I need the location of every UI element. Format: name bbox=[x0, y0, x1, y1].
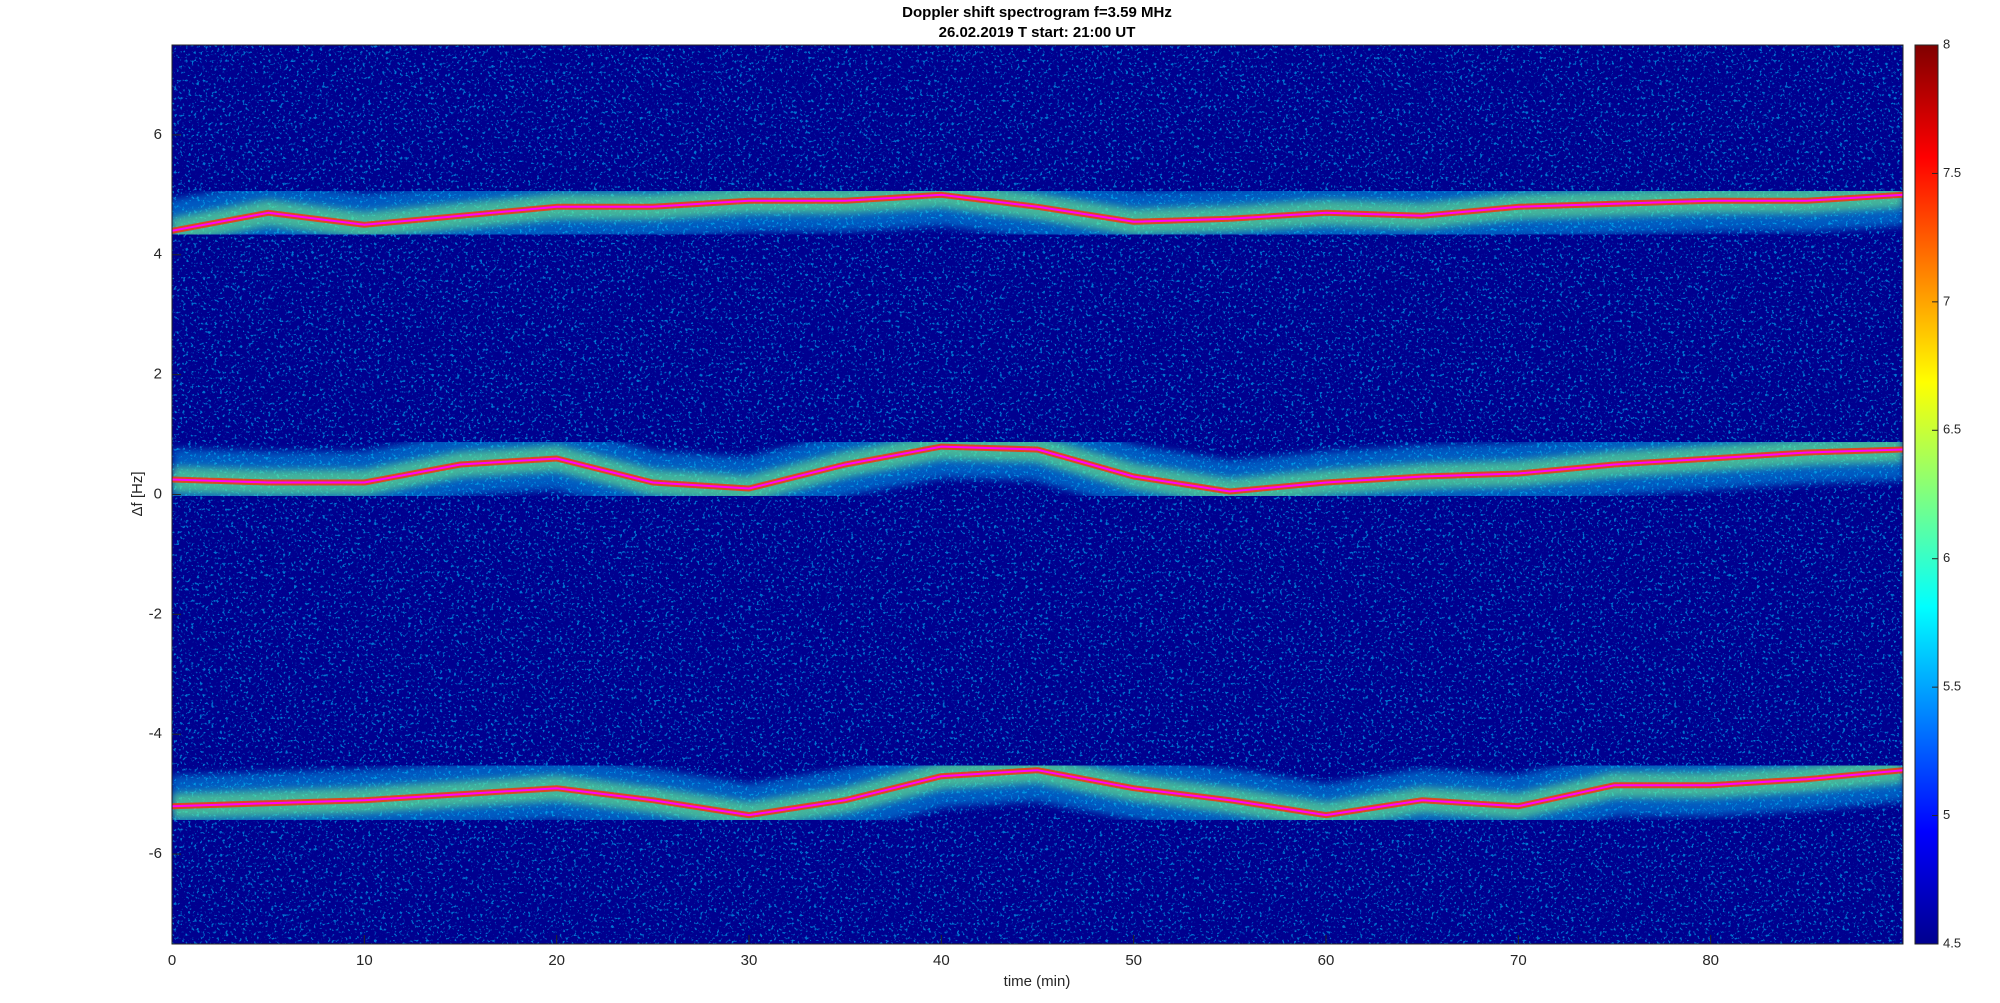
trace-line bbox=[172, 769, 1903, 817]
colorbar-tick-label: 6.5 bbox=[1943, 422, 1961, 437]
x-tick-label: 60 bbox=[1318, 952, 1335, 969]
y-tick-label: 2 bbox=[154, 366, 162, 383]
colorbar-tick-label: 4.5 bbox=[1943, 935, 1961, 950]
y-tick-label: -2 bbox=[149, 605, 162, 622]
colorbar-tick-label: 5.5 bbox=[1943, 679, 1961, 694]
chart-title: Doppler shift spectrogram f=3.59 MHz bbox=[902, 4, 1172, 21]
colorbar-tick-label: 7.5 bbox=[1943, 165, 1961, 180]
x-tick-label: 0 bbox=[168, 952, 176, 969]
y-tick-label: -4 bbox=[149, 725, 162, 742]
colorbar-tick-label: 8 bbox=[1943, 36, 1950, 51]
x-tick-label: 70 bbox=[1510, 952, 1527, 969]
y-tick-label: 0 bbox=[154, 485, 162, 502]
trace-line bbox=[172, 445, 1903, 493]
y-tick-label: -6 bbox=[149, 845, 162, 862]
x-tick-label: 50 bbox=[1125, 952, 1142, 969]
y-tick-label: 4 bbox=[154, 246, 162, 263]
x-tick-label: 10 bbox=[356, 952, 373, 969]
colorbar-tick-label: 6 bbox=[1943, 550, 1950, 565]
chart-subtitle: 26.02.2019 T start: 21:00 UT bbox=[939, 24, 1136, 41]
plot-area bbox=[172, 163, 1903, 847]
colorbar-tick-label: 7 bbox=[1943, 293, 1950, 308]
x-tick-label: 40 bbox=[933, 952, 950, 969]
colorbar bbox=[1914, 44, 1939, 945]
trace-line bbox=[172, 193, 1903, 232]
colorbar-tick-label: 5 bbox=[1943, 807, 1950, 822]
x-tick-label: 20 bbox=[548, 952, 565, 969]
y-tick-label: 6 bbox=[154, 126, 162, 143]
y-axis-label: Δf [Hz] bbox=[129, 471, 146, 516]
x-tick-label: 80 bbox=[1702, 952, 1719, 969]
x-axis-label: time (min) bbox=[1004, 973, 1071, 990]
x-tick-label: 30 bbox=[741, 952, 758, 969]
